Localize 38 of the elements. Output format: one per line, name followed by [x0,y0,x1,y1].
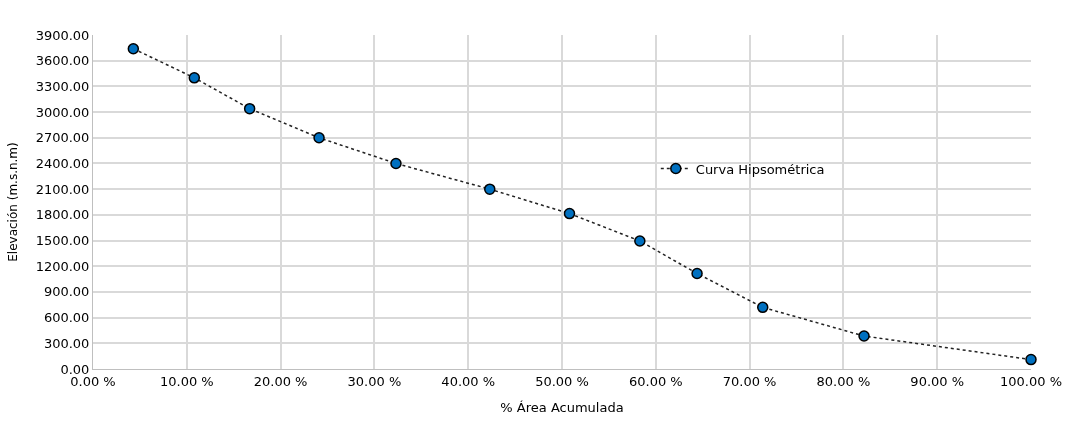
point [634,235,646,247]
point [691,267,703,280]
y-axis-title: Elevación (m.s.n.m) [5,142,20,262]
x-tick-label: 50.00 % [535,373,589,389]
y-tick-label: 1500.00 [35,233,90,249]
x-tick-label: 30.00 % [347,373,402,389]
x-tick-label: 100.00 % [1000,373,1062,389]
x-tick-label: 10.00 % [159,373,214,389]
y-tick-label: 3000.00 [35,104,90,120]
point [563,207,576,220]
x-tick-label: 40.00 % [441,373,496,389]
x-axis-title: % Área Acumulada [500,400,624,416]
y-tick-label: 2100.00 [35,181,90,197]
point [127,42,140,55]
point [188,72,201,84]
y-tick-label: 2400.00 [35,156,90,172]
y-tick-label: 3600.00 [35,53,90,69]
point [484,183,496,195]
y-tick-label: 900.00 [43,284,90,300]
legend-label: Curva Hipsométrica [695,161,825,177]
x-tick-label: 80.00 % [816,373,871,389]
y-tick-label: 1200.00 [35,258,90,274]
x-tick-label: 90.00 % [910,373,965,389]
point [1025,353,1037,366]
point [313,132,325,144]
y-tick-label: 3900.00 [35,27,90,43]
y-tick-label: 600.00 [43,310,90,326]
x-tick-label: 20.00 % [253,373,308,389]
y-tick-label: 3300.00 [35,78,90,94]
point [243,102,256,115]
y-tick-label: 1800.00 [35,207,90,223]
point [756,301,769,314]
x-tick-label: 60.00 % [628,373,683,389]
y-tick-label: 2700.00 [35,130,90,146]
point [858,330,870,342]
y-tick-label: 300.00 [43,335,90,351]
point [390,157,402,170]
x-tick-label: 70.00 % [722,373,777,389]
